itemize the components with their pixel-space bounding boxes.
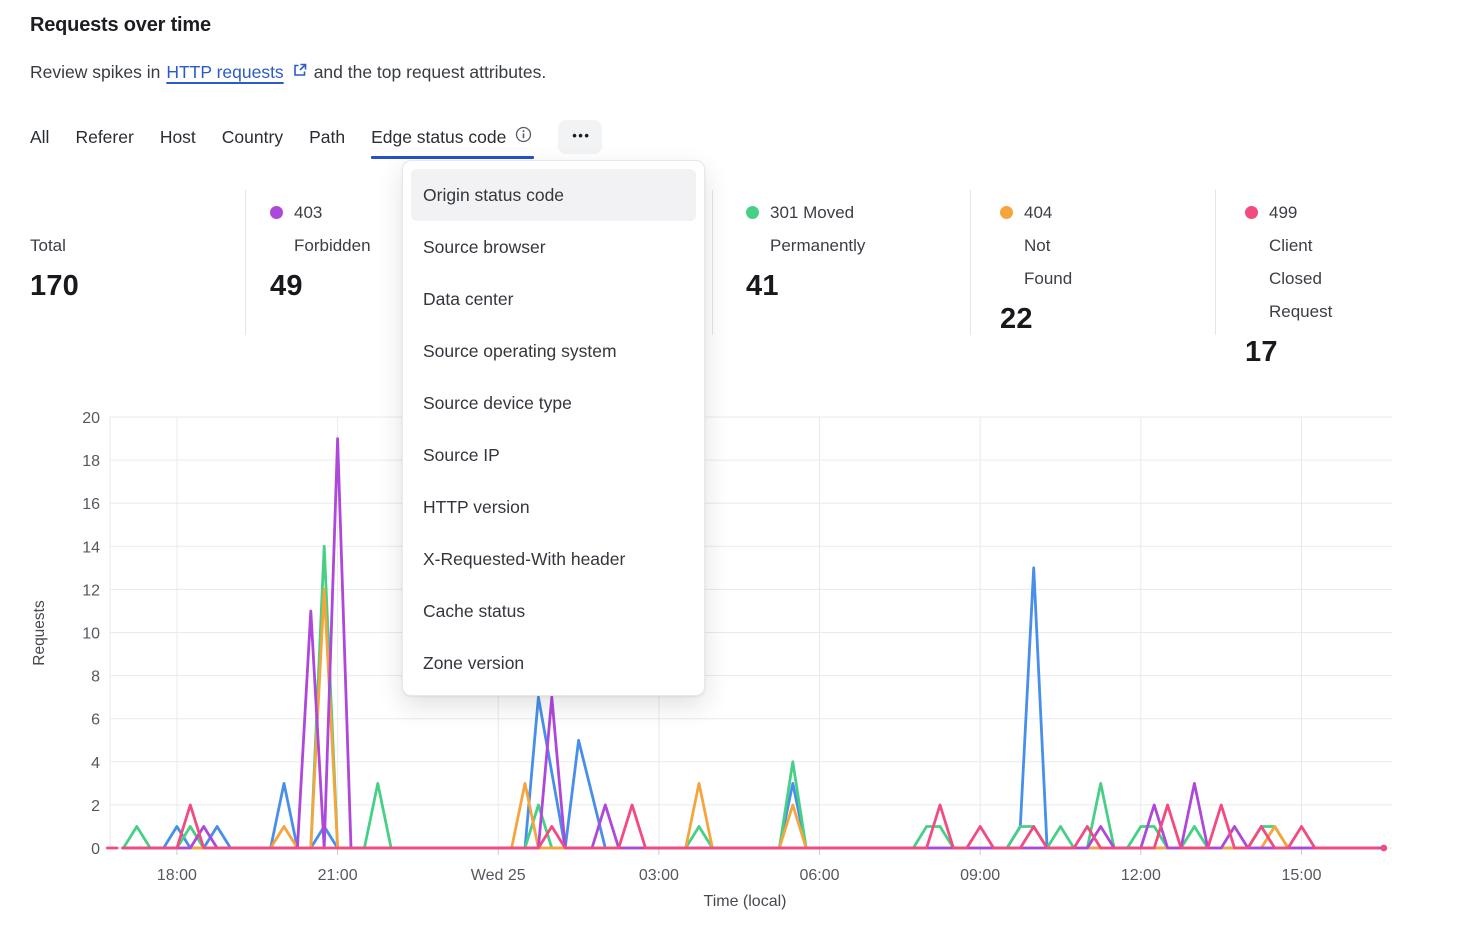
stat-divider <box>970 190 971 335</box>
tab-list: All Referer Host Country Path <box>30 127 345 148</box>
menu-item-cache-status[interactable]: Cache status <box>423 600 526 621</box>
stat-label-text: 301 Moved Permanently <box>770 203 866 255</box>
y-tick-label: 8 <box>91 669 100 686</box>
menu-item-http-version[interactable]: HTTP version <box>423 496 530 517</box>
tab-all[interactable]: All <box>30 126 50 147</box>
stat-403-forbidden: 403 Forbidden 49 <box>270 196 371 303</box>
stat-label: Total <box>30 229 66 262</box>
y-tick-label: 18 <box>82 453 100 470</box>
menu-item-zone-version[interactable]: Zone version <box>423 652 525 673</box>
series-line-499-client-closed-request <box>121 803 1379 850</box>
stat-divider <box>712 190 713 335</box>
stat-value: 22 <box>1000 303 1033 335</box>
stat-divider <box>245 190 246 335</box>
tab-edge-status-code[interactable]: Edge status code <box>371 126 535 159</box>
stat-value: 49 <box>270 270 303 302</box>
menu-item-source-operating-system[interactable]: Source operating system <box>423 340 617 361</box>
attribute-tab-bar: All Referer Host Country Path Edge status co… <box>30 120 603 159</box>
y-tick-label: 20 <box>82 410 100 427</box>
tab-referer[interactable]: Referer <box>75 126 134 147</box>
x-axis-title: Time (local) <box>704 893 787 910</box>
stat-divider <box>1215 190 1216 335</box>
stat-value: 17 <box>1245 336 1278 368</box>
menu-item-origin-status-code[interactable]: Origin status code <box>411 169 696 221</box>
y-tick-label: 10 <box>82 626 100 643</box>
stat-value: 170 <box>30 270 79 302</box>
stat-label-text: 404 Not Found <box>1024 203 1073 288</box>
page-title: Requests over time <box>30 14 211 36</box>
stat-label: 404 Not Found <box>1000 196 1072 295</box>
series-color-dot <box>1000 206 1013 219</box>
stat-label-text: 499 Client Closed Request <box>1269 203 1333 321</box>
x-tick-label: 12:00 <box>1121 867 1161 884</box>
stat-total: Total 170 <box>30 196 79 303</box>
x-tick-label: 06:00 <box>800 867 840 884</box>
y-tick-label: 2 <box>91 798 100 815</box>
menu-item-source-device-type[interactable]: Source device type <box>423 392 572 413</box>
more-tabs-button[interactable]: ••• <box>558 120 603 154</box>
subtitle-prefix: Review spikes in <box>30 62 161 82</box>
stat-label: 499 Client Closed Request <box>1245 196 1332 328</box>
menu-item-x-requested-with-header[interactable]: X-Requested-With header <box>423 548 626 569</box>
stat-499-client-closed-request: 499 Client Closed Request 17 <box>1245 196 1332 369</box>
series-color-dot <box>270 206 283 219</box>
y-tick-label: 4 <box>91 755 100 772</box>
stat-value: 41 <box>746 270 779 302</box>
series-end-dot-499-client-closed-request <box>1380 844 1388 852</box>
x-tick-label: 21:00 <box>318 867 358 884</box>
y-tick-label: 6 <box>91 712 100 729</box>
y-axis-title: Requests <box>31 600 48 666</box>
stat-label: 301 Moved Permanently <box>746 196 865 262</box>
x-tick-label: 15:00 <box>1281 867 1321 884</box>
stat-label-text: 403 Forbidden <box>294 203 371 255</box>
tab-country[interactable]: Country <box>221 126 284 147</box>
tab-path[interactable]: Path <box>309 126 346 147</box>
y-tick-label: 12 <box>82 582 100 599</box>
x-tick-label: 09:00 <box>960 867 1000 884</box>
subtitle: Review spikes in HTTP requests and the t… <box>30 62 546 83</box>
stat-301-moved-permanently: 301 Moved Permanently 41 <box>746 196 865 303</box>
stat-label: 403 Forbidden <box>270 196 371 262</box>
y-tick-label: 0 <box>91 841 100 858</box>
external-link-icon <box>292 62 308 83</box>
attribute-dropdown-menu: Origin status code Source browser Data cen… <box>402 160 705 696</box>
menu-item-source-ip[interactable]: Source IP <box>423 444 500 465</box>
subtitle-suffix: and the top request attributes. <box>313 62 547 82</box>
stat-404-not-found: 404 Not Found 22 <box>1000 196 1072 336</box>
series-color-dot <box>1245 206 1258 219</box>
x-tick-label: Wed 25 <box>471 867 526 884</box>
active-tab-label: Edge status code <box>371 126 507 147</box>
tab-host[interactable]: Host <box>159 126 196 147</box>
x-tick-label: 03:00 <box>639 867 679 884</box>
info-icon[interactable] <box>515 126 532 148</box>
series-line-403-forbidden <box>122 437 1384 850</box>
menu-item-data-center[interactable]: Data center <box>423 288 514 309</box>
y-tick-label: 16 <box>82 496 100 513</box>
x-tick-label: 18:00 <box>157 867 197 884</box>
menu-item-source-browser[interactable]: Source browser <box>423 236 546 257</box>
http-requests-link[interactable]: HTTP requests <box>166 62 284 82</box>
stat-label-text: Total <box>30 236 66 255</box>
series-color-dot <box>746 206 759 219</box>
y-tick-label: 14 <box>82 539 100 556</box>
